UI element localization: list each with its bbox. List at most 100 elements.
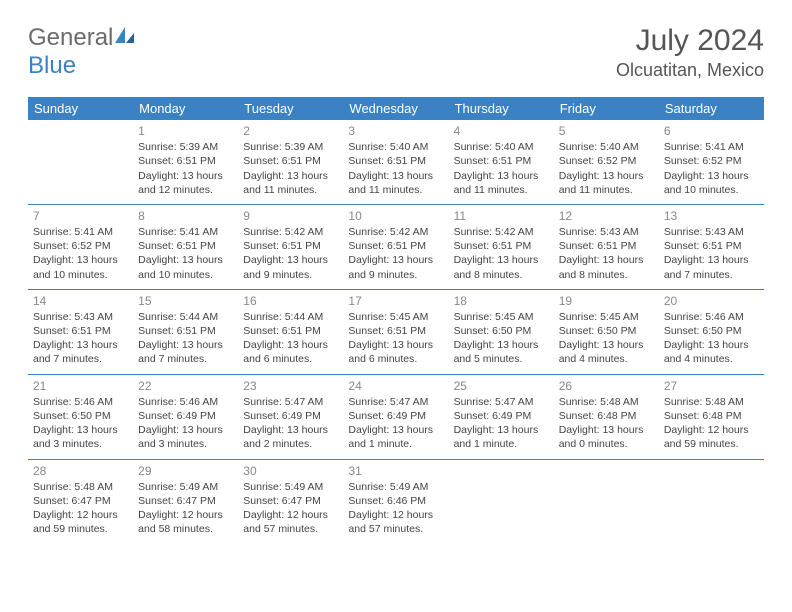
sunrise-line: Sunrise: 5:49 AM	[348, 480, 443, 494]
calendar-week-row: 14Sunrise: 5:43 AMSunset: 6:51 PMDayligh…	[28, 289, 764, 374]
sunrise-line: Sunrise: 5:47 AM	[243, 395, 338, 409]
daylight-line: Daylight: 13 hours and 8 minutes.	[454, 253, 549, 281]
calendar-day-cell: 18Sunrise: 5:45 AMSunset: 6:50 PMDayligh…	[449, 289, 554, 374]
day-number: 29	[138, 463, 233, 479]
day-number: 4	[454, 123, 549, 139]
logo-text: GeneralBlue	[28, 24, 135, 80]
daylight-line: Daylight: 13 hours and 11 minutes.	[348, 169, 443, 197]
day-number: 13	[664, 208, 759, 224]
daylight-line: Daylight: 13 hours and 11 minutes.	[243, 169, 338, 197]
day-number: 22	[138, 378, 233, 394]
sunrise-line: Sunrise: 5:41 AM	[664, 140, 759, 154]
sunset-line: Sunset: 6:46 PM	[348, 494, 443, 508]
day-number: 21	[33, 378, 128, 394]
daylight-line: Daylight: 13 hours and 3 minutes.	[138, 423, 233, 451]
daylight-line: Daylight: 13 hours and 9 minutes.	[243, 253, 338, 281]
logo-text-blue: Blue	[28, 52, 76, 79]
day-number: 27	[664, 378, 759, 394]
sunset-line: Sunset: 6:52 PM	[559, 154, 654, 168]
calendar-day-cell: 21Sunrise: 5:46 AMSunset: 6:50 PMDayligh…	[28, 374, 133, 459]
daylight-line: Daylight: 13 hours and 0 minutes.	[559, 423, 654, 451]
calendar-week-row: 1Sunrise: 5:39 AMSunset: 6:51 PMDaylight…	[28, 120, 764, 204]
logo: GeneralBlue	[28, 24, 135, 80]
calendar-day-cell: 22Sunrise: 5:46 AMSunset: 6:49 PMDayligh…	[133, 374, 238, 459]
day-number: 17	[348, 293, 443, 309]
day-number: 19	[559, 293, 654, 309]
day-number: 10	[348, 208, 443, 224]
day-number: 16	[243, 293, 338, 309]
calendar-day-cell: 8Sunrise: 5:41 AMSunset: 6:51 PMDaylight…	[133, 204, 238, 289]
calendar-day-cell: 5Sunrise: 5:40 AMSunset: 6:52 PMDaylight…	[554, 120, 659, 204]
day-number: 31	[348, 463, 443, 479]
day-header: Tuesday	[238, 97, 343, 120]
sunset-line: Sunset: 6:51 PM	[348, 239, 443, 253]
calendar-table: SundayMondayTuesdayWednesdayThursdayFrid…	[28, 97, 764, 543]
calendar-day-cell: 28Sunrise: 5:48 AMSunset: 6:47 PMDayligh…	[28, 459, 133, 543]
sunset-line: Sunset: 6:50 PM	[664, 324, 759, 338]
sunrise-line: Sunrise: 5:42 AM	[348, 225, 443, 239]
sunrise-line: Sunrise: 5:49 AM	[138, 480, 233, 494]
calendar-day-cell: 30Sunrise: 5:49 AMSunset: 6:47 PMDayligh…	[238, 459, 343, 543]
sunset-line: Sunset: 6:48 PM	[559, 409, 654, 423]
header: GeneralBlue July 2024 Olcuatitan, Mexico	[28, 24, 764, 81]
daylight-line: Daylight: 13 hours and 6 minutes.	[348, 338, 443, 366]
day-number: 1	[138, 123, 233, 139]
sunset-line: Sunset: 6:51 PM	[454, 154, 549, 168]
sunset-line: Sunset: 6:47 PM	[33, 494, 128, 508]
sunset-line: Sunset: 6:51 PM	[559, 239, 654, 253]
sunrise-line: Sunrise: 5:39 AM	[138, 140, 233, 154]
day-number: 20	[664, 293, 759, 309]
daylight-line: Daylight: 13 hours and 8 minutes.	[559, 253, 654, 281]
sunrise-line: Sunrise: 5:43 AM	[664, 225, 759, 239]
day-number: 9	[243, 208, 338, 224]
sunrise-line: Sunrise: 5:40 AM	[559, 140, 654, 154]
calendar-day-cell: 12Sunrise: 5:43 AMSunset: 6:51 PMDayligh…	[554, 204, 659, 289]
calendar-week-row: 7Sunrise: 5:41 AMSunset: 6:52 PMDaylight…	[28, 204, 764, 289]
calendar-week-row: 28Sunrise: 5:48 AMSunset: 6:47 PMDayligh…	[28, 459, 764, 543]
title-block: July 2024 Olcuatitan, Mexico	[616, 24, 764, 81]
daylight-line: Daylight: 12 hours and 57 minutes.	[348, 508, 443, 536]
calendar-day-cell: 13Sunrise: 5:43 AMSunset: 6:51 PMDayligh…	[659, 204, 764, 289]
sunrise-line: Sunrise: 5:46 AM	[138, 395, 233, 409]
day-number: 24	[348, 378, 443, 394]
sunrise-line: Sunrise: 5:42 AM	[454, 225, 549, 239]
calendar-week-row: 21Sunrise: 5:46 AMSunset: 6:50 PMDayligh…	[28, 374, 764, 459]
calendar-day-cell: 6Sunrise: 5:41 AMSunset: 6:52 PMDaylight…	[659, 120, 764, 204]
day-number: 26	[559, 378, 654, 394]
calendar-day-cell: 15Sunrise: 5:44 AMSunset: 6:51 PMDayligh…	[133, 289, 238, 374]
daylight-line: Daylight: 12 hours and 58 minutes.	[138, 508, 233, 536]
day-number: 14	[33, 293, 128, 309]
sunset-line: Sunset: 6:49 PM	[348, 409, 443, 423]
day-number: 11	[454, 208, 549, 224]
sunset-line: Sunset: 6:49 PM	[138, 409, 233, 423]
day-number: 25	[454, 378, 549, 394]
sunrise-line: Sunrise: 5:47 AM	[454, 395, 549, 409]
calendar-day-cell: 16Sunrise: 5:44 AMSunset: 6:51 PMDayligh…	[238, 289, 343, 374]
calendar-body: 1Sunrise: 5:39 AMSunset: 6:51 PMDaylight…	[28, 120, 764, 543]
calendar-day-cell: 17Sunrise: 5:45 AMSunset: 6:51 PMDayligh…	[343, 289, 448, 374]
sunset-line: Sunset: 6:51 PM	[138, 239, 233, 253]
calendar-day-cell: 3Sunrise: 5:40 AMSunset: 6:51 PMDaylight…	[343, 120, 448, 204]
sunrise-line: Sunrise: 5:48 AM	[559, 395, 654, 409]
calendar-day-cell: 4Sunrise: 5:40 AMSunset: 6:51 PMDaylight…	[449, 120, 554, 204]
daylight-line: Daylight: 13 hours and 9 minutes.	[348, 253, 443, 281]
sunset-line: Sunset: 6:51 PM	[138, 154, 233, 168]
sunrise-line: Sunrise: 5:39 AM	[243, 140, 338, 154]
day-number: 12	[559, 208, 654, 224]
sunset-line: Sunset: 6:49 PM	[243, 409, 338, 423]
calendar-day-cell: 14Sunrise: 5:43 AMSunset: 6:51 PMDayligh…	[28, 289, 133, 374]
day-header: Monday	[133, 97, 238, 120]
location-label: Olcuatitan, Mexico	[616, 60, 764, 81]
calendar-day-cell: 23Sunrise: 5:47 AMSunset: 6:49 PMDayligh…	[238, 374, 343, 459]
day-header: Saturday	[659, 97, 764, 120]
daylight-line: Daylight: 13 hours and 4 minutes.	[559, 338, 654, 366]
calendar-day-cell: 31Sunrise: 5:49 AMSunset: 6:46 PMDayligh…	[343, 459, 448, 543]
logo-sail-icon	[115, 24, 135, 52]
daylight-line: Daylight: 13 hours and 3 minutes.	[33, 423, 128, 451]
sunrise-line: Sunrise: 5:47 AM	[348, 395, 443, 409]
day-number: 2	[243, 123, 338, 139]
sunset-line: Sunset: 6:51 PM	[664, 239, 759, 253]
daylight-line: Daylight: 13 hours and 11 minutes.	[559, 169, 654, 197]
daylight-line: Daylight: 13 hours and 11 minutes.	[454, 169, 549, 197]
calendar-day-cell: 25Sunrise: 5:47 AMSunset: 6:49 PMDayligh…	[449, 374, 554, 459]
